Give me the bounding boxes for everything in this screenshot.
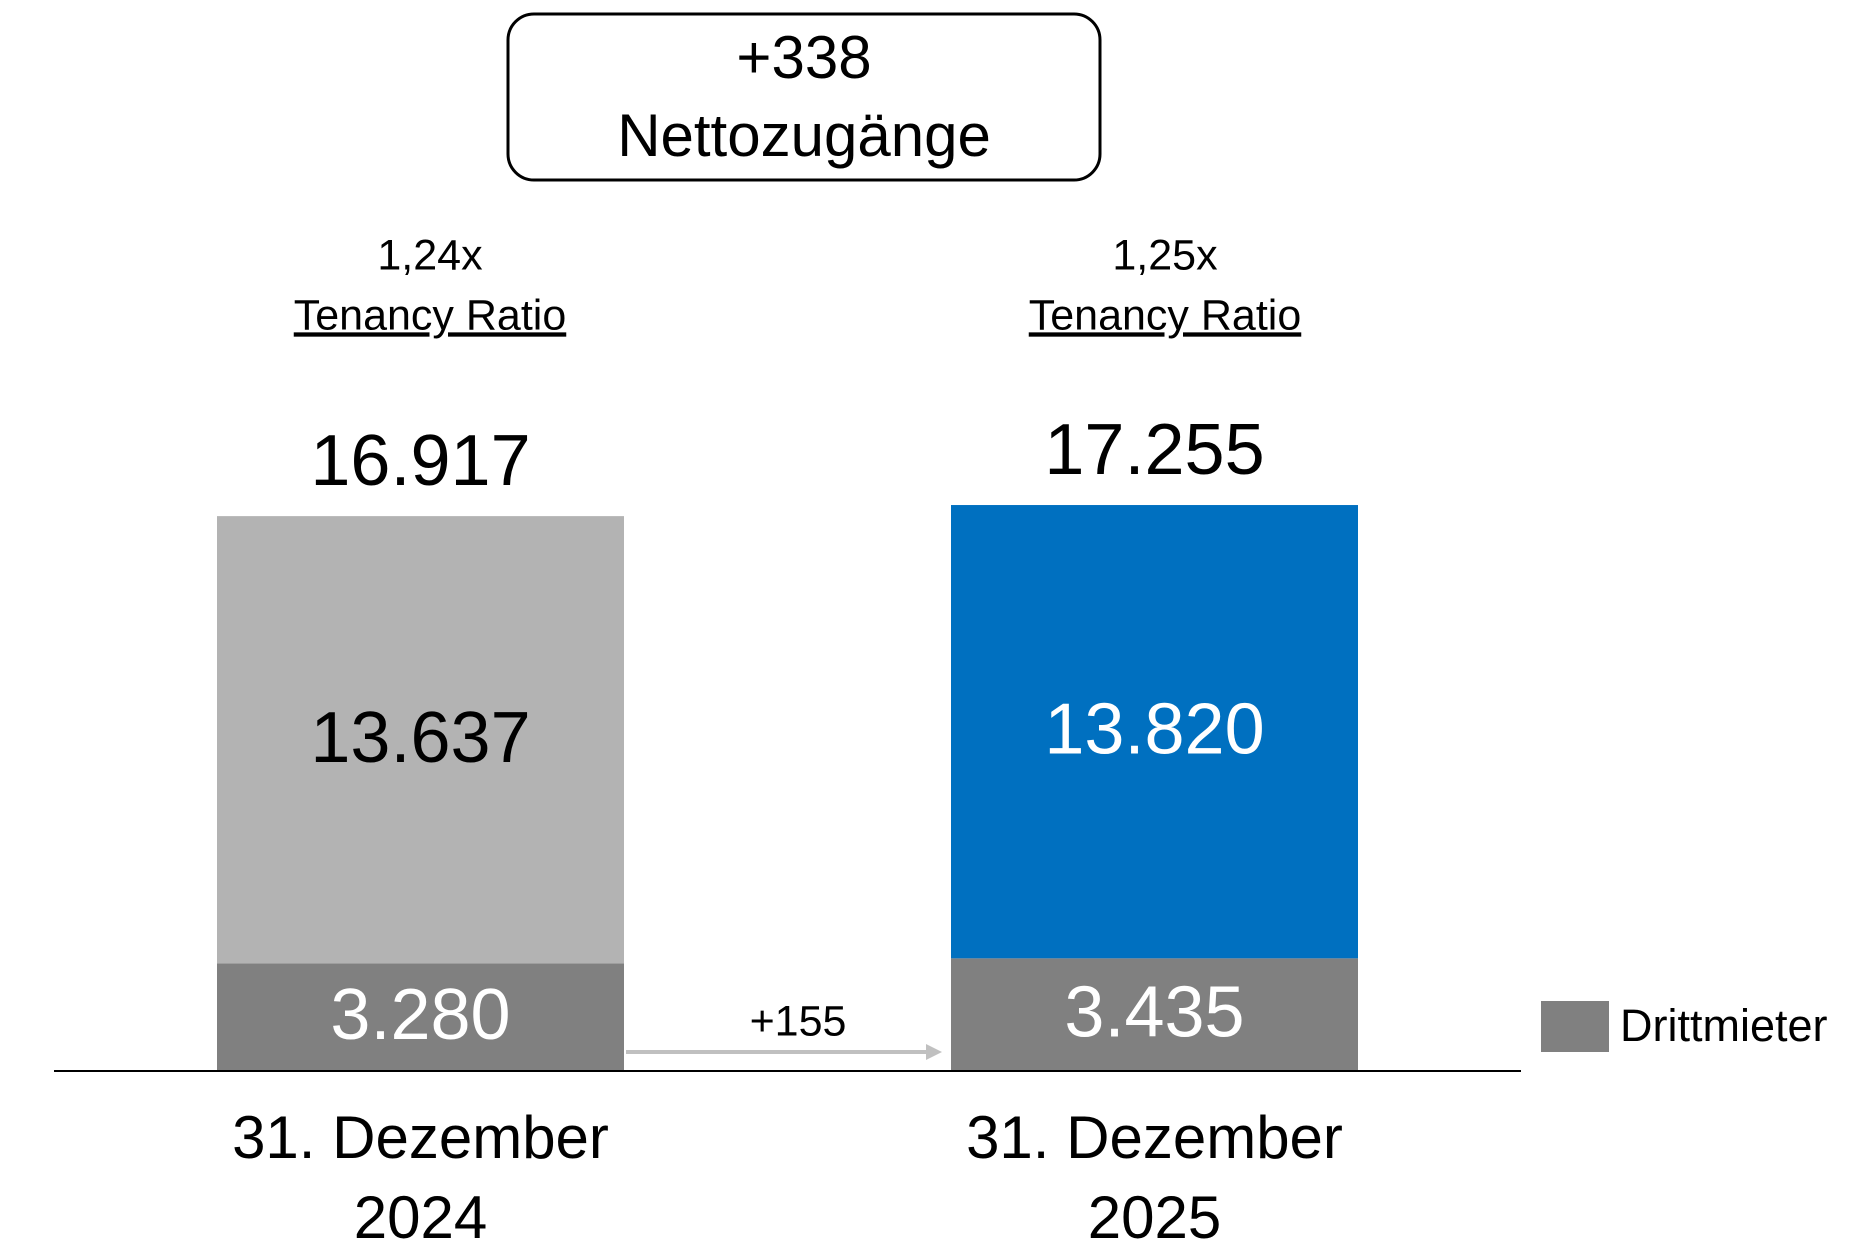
net-change-label: +338 bbox=[736, 24, 871, 91]
total-label: 16.917 bbox=[310, 421, 530, 501]
bar-segment bbox=[217, 516, 624, 964]
net-change-text: Nettozugänge bbox=[617, 102, 991, 169]
ratio-label: 1,25x bbox=[1112, 231, 1218, 279]
annotation-box bbox=[506, 12, 1102, 182]
legend-label: Drittmieter bbox=[1620, 1000, 1828, 1051]
change-label: +155 bbox=[750, 997, 847, 1045]
segment-label: 13.637 bbox=[310, 698, 530, 778]
bar-segment bbox=[951, 505, 1358, 959]
bar-segment bbox=[951, 958, 1358, 1071]
legend-swatch bbox=[1541, 1001, 1609, 1052]
total-label: 17.255 bbox=[1044, 410, 1264, 490]
segment-label: 13.820 bbox=[1044, 690, 1264, 770]
category-label: 31. Dezember 2025 bbox=[966, 1104, 1343, 1251]
arrow-head bbox=[926, 1044, 942, 1060]
bar-segment bbox=[217, 963, 624, 1071]
ratio-label: 1,24x bbox=[377, 231, 483, 279]
ratio-caption: Tenancy Ratio bbox=[1029, 291, 1302, 339]
segment-label: 3.280 bbox=[330, 975, 510, 1055]
ratio-caption: Tenancy Ratio bbox=[294, 291, 567, 339]
category-label: 31. Dezember 2024 bbox=[232, 1104, 609, 1251]
segment-label: 3.435 bbox=[1064, 973, 1244, 1053]
